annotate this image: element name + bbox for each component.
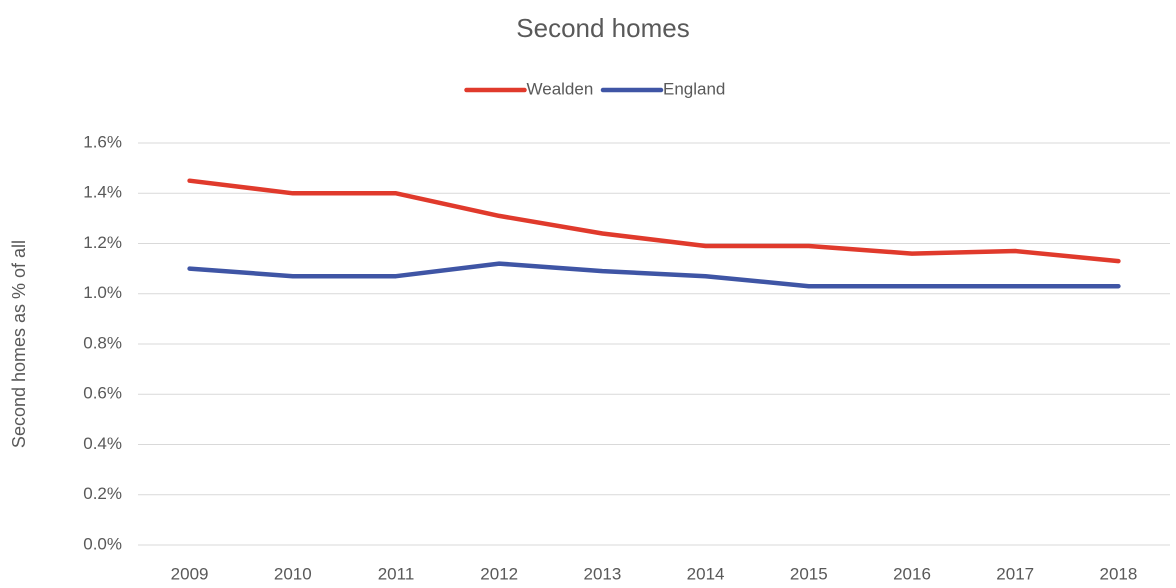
x-tick-label: 2016: [893, 564, 931, 583]
x-tick-label: 2015: [790, 564, 828, 583]
legend-label: Wealden: [527, 79, 594, 98]
y-tick-label: 0.2%: [83, 484, 122, 503]
y-tick-label: 1.4%: [83, 183, 122, 202]
y-tick-label: 0.8%: [83, 333, 122, 352]
y-tick-label: 0.4%: [83, 434, 122, 453]
x-tick-label: 2013: [583, 564, 621, 583]
x-tick-label: 2011: [378, 564, 415, 583]
y-tick-label: 0.0%: [83, 534, 122, 553]
x-tick-label: 2014: [687, 564, 725, 583]
chart-title: Second homes: [516, 13, 689, 43]
x-tick-label: 2010: [274, 564, 312, 583]
y-tick-label: 1.0%: [83, 283, 122, 302]
x-tick-label: 2018: [1099, 564, 1137, 583]
y-axis-label: Second homes as % of all: [9, 240, 29, 448]
x-tick-label: 2009: [171, 564, 209, 583]
line-series: [187, 261, 1121, 289]
y-tick-label: 0.6%: [83, 384, 122, 403]
y-tick-label: 1.2%: [83, 233, 122, 252]
x-tick-label: 2012: [480, 564, 518, 583]
y-tick-label: 1.6%: [83, 132, 122, 151]
line-series: [187, 178, 1121, 264]
legend-label: England: [663, 79, 725, 98]
x-tick-label: 2017: [996, 564, 1034, 583]
